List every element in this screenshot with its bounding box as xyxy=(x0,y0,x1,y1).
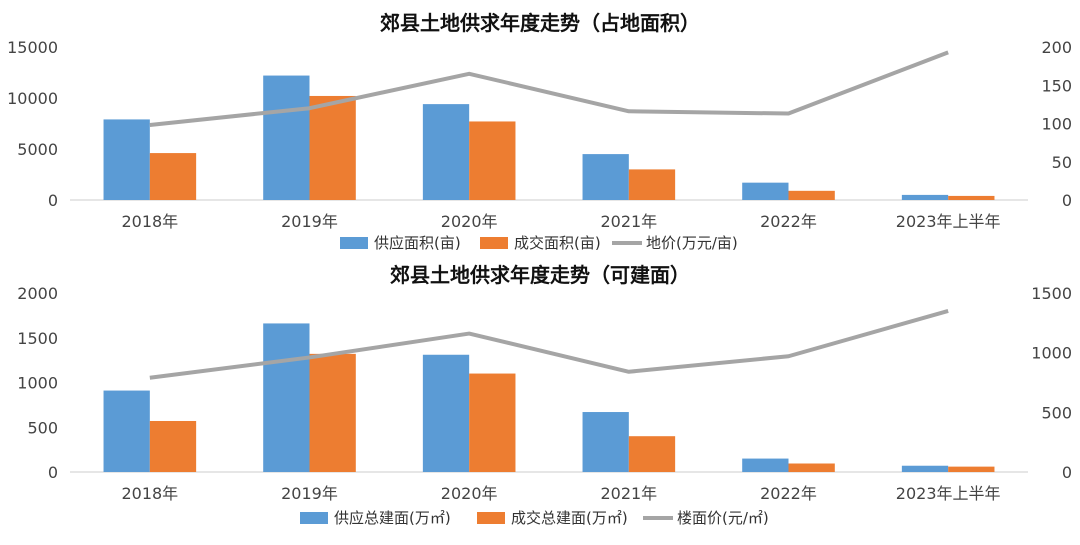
bar xyxy=(628,169,676,200)
left-axis-tick: 1500 xyxy=(17,329,58,348)
left-axis-tick: 5000 xyxy=(17,140,58,159)
legend-swatch xyxy=(300,512,328,524)
category-label: 2020年 xyxy=(441,212,498,231)
chart-title: 郊县土地供求年度走势（可建面） xyxy=(390,263,690,287)
chart-title: 郊县土地供求年度走势（占地面积） xyxy=(380,11,700,35)
bar xyxy=(582,412,629,472)
bar xyxy=(309,353,356,472)
right-axis-tick: 1500 xyxy=(1031,284,1072,303)
left-axis-tick: 1000 xyxy=(17,374,58,393)
bar xyxy=(742,182,789,200)
legend-label: 地价(万元/亩) xyxy=(646,234,738,252)
bar xyxy=(309,95,356,200)
bar xyxy=(149,420,197,472)
series-line xyxy=(149,308,949,380)
right-axis-tick: 100 xyxy=(1041,115,1072,134)
legend-swatch xyxy=(477,512,505,524)
bar xyxy=(948,466,995,472)
bar xyxy=(628,436,676,472)
bar xyxy=(469,121,516,200)
legend-swatch xyxy=(480,237,508,249)
left-axis-tick: 2000 xyxy=(17,284,58,303)
chart-bottom: 郊县土地供求年度走势（可建面） 0 500 1000 1500 2000 0 500 1000 1… xyxy=(17,263,1072,527)
category-label: 2023年上半年 xyxy=(896,484,1001,503)
bar xyxy=(901,465,949,472)
right-axis-tick: 0 xyxy=(1062,463,1072,482)
category-label: 2021年 xyxy=(600,212,657,231)
category-label: 2019年 xyxy=(281,484,338,503)
right-axis-tick: 0 xyxy=(1062,191,1072,210)
legend-swatch xyxy=(340,237,368,249)
left-axis-tick: 500 xyxy=(27,418,58,437)
bar xyxy=(788,463,835,472)
bar xyxy=(422,354,470,472)
category-label: 2022年 xyxy=(760,212,817,231)
chart-top: 郊县土地供求年度走势（占地面积） 0 5000 10000 15000 0 50 100 150… xyxy=(7,11,1072,252)
bar xyxy=(901,194,949,200)
category-label: 2019年 xyxy=(281,212,338,231)
category-label: 2022年 xyxy=(760,484,817,503)
right-axis-tick: 1000 xyxy=(1031,344,1072,363)
legend-label: 供应面积(亩) xyxy=(374,234,461,252)
bar xyxy=(469,373,516,472)
bar xyxy=(103,119,150,200)
legend-label: 楼面价(元/㎡) xyxy=(677,509,769,527)
legend-label: 成交面积(亩) xyxy=(514,234,601,252)
right-axis-tick: 150 xyxy=(1041,76,1072,95)
right-axis-tick: 500 xyxy=(1041,403,1072,422)
category-label: 2018年 xyxy=(121,212,178,231)
left-axis-tick: 10000 xyxy=(7,89,58,108)
bar xyxy=(582,154,629,200)
legend-label: 供应总建面(万㎡) xyxy=(334,509,451,527)
bar xyxy=(948,195,995,200)
left-axis-tick: 15000 xyxy=(7,38,58,57)
category-label: 2020年 xyxy=(441,484,498,503)
bar xyxy=(422,104,470,200)
right-axis-tick: 200 xyxy=(1041,38,1072,57)
right-axis-tick: 50 xyxy=(1052,153,1072,172)
bar xyxy=(103,390,150,472)
series-line xyxy=(149,50,949,128)
legend-label: 成交总建面(万㎡) xyxy=(511,509,628,527)
bar xyxy=(263,323,310,472)
bar xyxy=(263,75,310,200)
category-label: 2021年 xyxy=(600,484,657,503)
left-axis-tick: 0 xyxy=(48,463,58,482)
category-label: 2023年上半年 xyxy=(896,212,1001,231)
bar xyxy=(788,190,835,200)
bar xyxy=(149,153,197,200)
bar xyxy=(742,458,789,472)
left-axis-tick: 0 xyxy=(48,191,58,210)
category-label: 2018年 xyxy=(121,484,178,503)
